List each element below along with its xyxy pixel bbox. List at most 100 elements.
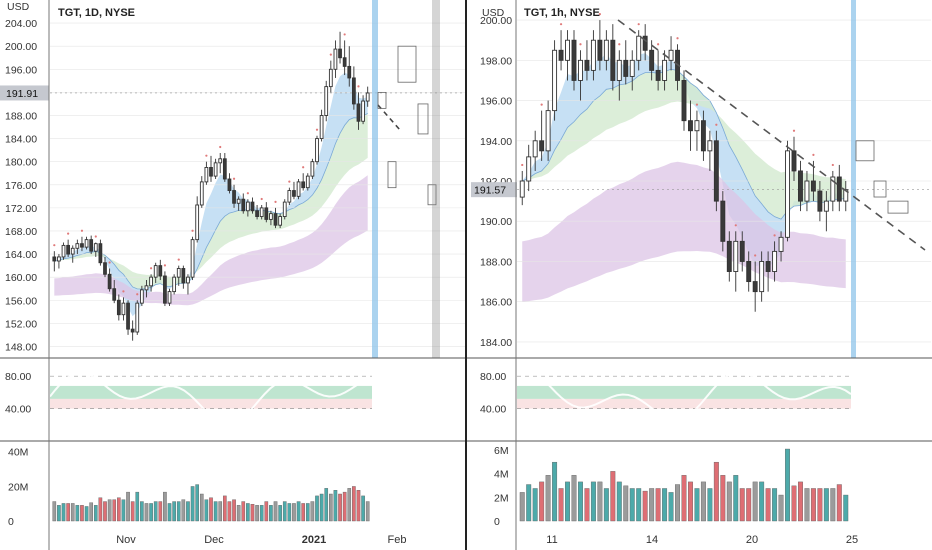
osc-tick-label: 80.00	[5, 371, 31, 383]
signal-dot	[734, 224, 737, 227]
volume-bar	[629, 488, 635, 522]
price-tick-label: 164.00	[5, 249, 37, 261]
osc-band-red	[517, 398, 851, 409]
volume-bar	[287, 503, 292, 522]
volume-bar	[552, 461, 558, 522]
chart-title: TGT, 1h, NYSE	[524, 7, 600, 19]
price-tick-label: 200.00	[480, 15, 512, 27]
candle-body	[116, 299, 121, 316]
volume-bar	[642, 490, 648, 522]
candle-body	[578, 59, 583, 81]
price-tick-label: 186.00	[480, 297, 512, 309]
volume-bar	[688, 481, 693, 522]
candle-body	[642, 35, 648, 51]
volume-bar	[352, 486, 356, 522]
candle-body	[98, 243, 103, 264]
candle-body	[759, 261, 765, 293]
candle-body	[135, 302, 140, 333]
volume-bar	[675, 484, 680, 522]
candle-body	[89, 239, 94, 252]
candle-body	[804, 180, 810, 202]
candle-body	[292, 190, 296, 197]
candle-body	[333, 48, 338, 70]
candle-body	[213, 162, 218, 177]
volume-bar	[282, 501, 287, 522]
volume-bar	[218, 501, 223, 522]
candle-body	[338, 48, 342, 59]
osc-tick-label: 40.00	[5, 404, 31, 416]
volume-bar	[338, 493, 342, 522]
candle-body	[163, 275, 167, 304]
candle-body	[199, 181, 204, 206]
candle-body	[713, 140, 719, 202]
volume-bar	[190, 486, 195, 522]
candle-body	[830, 176, 836, 202]
volume-tick-label: 2M	[494, 492, 509, 504]
volume-bar	[66, 503, 70, 522]
session-highlight	[372, 0, 378, 358]
candle-body	[733, 240, 739, 272]
volume-tick-label: 40M	[8, 447, 28, 459]
signal-dot	[260, 197, 263, 201]
signal-dot	[579, 43, 582, 46]
projection-box	[417, 103, 429, 135]
candle-body	[61, 244, 66, 258]
volume-bar	[204, 499, 209, 522]
volume-bar	[655, 488, 661, 522]
candle-body	[172, 276, 177, 293]
signal-dot	[831, 163, 834, 167]
volume-bar	[153, 501, 158, 522]
candle-body	[181, 268, 186, 284]
candle-body	[597, 39, 603, 61]
candle-body	[103, 262, 107, 275]
volume-bar	[649, 488, 655, 522]
volume-bar	[526, 484, 532, 522]
right-price-panel[interactable]: TGT, 1h, NYSE USD 184.00 186.00 188.00 190.…	[471, 0, 931, 358]
candle-body	[222, 158, 227, 180]
signal-dot	[343, 33, 346, 36]
candle-body	[296, 181, 301, 197]
candle-body	[209, 167, 213, 177]
volume-bar	[623, 485, 629, 522]
volume-bar	[681, 475, 687, 522]
candle-body	[532, 140, 538, 158]
volume-panels[interactable]: 0 20M 40M 0 2M 4M 6M	[8, 445, 849, 528]
price-tick-label: 184.00	[5, 134, 37, 146]
volume-bar	[791, 485, 797, 522]
candle-body	[70, 247, 75, 255]
volume-bar	[135, 491, 140, 522]
signal-dot	[329, 53, 332, 56]
volume-tick-label: 0	[8, 516, 14, 528]
trendline	[377, 104, 401, 131]
candle-body	[668, 49, 674, 61]
candle-body	[342, 57, 347, 67]
volume-bar	[610, 471, 616, 522]
volume-bar	[176, 501, 181, 522]
price-tick-label: 204.00	[5, 18, 37, 30]
volume-bar	[571, 475, 577, 522]
volume-bar	[804, 488, 810, 522]
candle-body	[590, 39, 596, 71]
candle-body	[823, 200, 829, 212]
volume-bar	[61, 503, 66, 522]
volume-bar	[241, 501, 246, 522]
signal-dot	[191, 229, 194, 232]
volume-bar	[603, 488, 609, 522]
volume-bar	[186, 501, 190, 522]
signal-dot	[695, 103, 699, 106]
candle-body	[649, 49, 655, 71]
candle-body	[319, 115, 324, 140]
left-price-panel[interactable]: TGT, 1D, NYSE USD 148.00 152.00 156.00 160.…	[0, 0, 465, 358]
price-tick-label: 184.00	[480, 337, 512, 349]
volume-bar	[305, 503, 310, 522]
price-axis-unit: USD	[482, 7, 505, 19]
candle-body	[694, 120, 700, 132]
signal-dot	[67, 232, 70, 235]
candle-body	[153, 265, 158, 278]
volume-bar	[250, 503, 255, 522]
candle-body	[817, 190, 823, 212]
candle-body	[765, 261, 771, 272]
candle-body	[623, 59, 629, 77]
oscillator-panels[interactable]: 40.00 80.00 40.00 80.00	[5, 367, 852, 426]
price-tick-label: 196.00	[480, 96, 512, 108]
